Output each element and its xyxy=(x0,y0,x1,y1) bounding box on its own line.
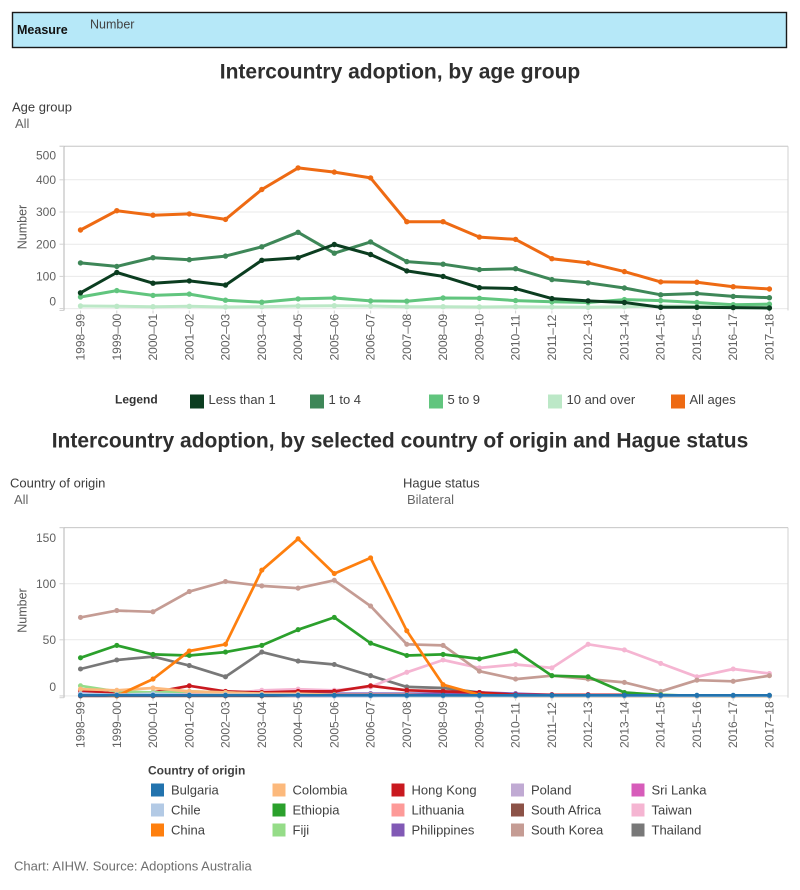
svg-text:1999–00: 1999–00 xyxy=(110,701,124,748)
svg-text:South Korea: South Korea xyxy=(531,823,604,838)
svg-text:2014–15: 2014–15 xyxy=(654,701,668,748)
svg-text:All ages: All ages xyxy=(690,392,737,407)
svg-text:China: China xyxy=(171,823,206,838)
svg-text:2000–01: 2000–01 xyxy=(146,313,160,360)
svg-text:10 and over: 10 and over xyxy=(567,392,636,407)
svg-text:2001–02: 2001–02 xyxy=(182,701,196,748)
svg-text:2012–13: 2012–13 xyxy=(581,701,595,748)
svg-text:2016–17: 2016–17 xyxy=(726,701,740,748)
svg-text:5 to 9: 5 to 9 xyxy=(448,392,481,407)
svg-text:1 to 4: 1 to 4 xyxy=(329,392,362,407)
svg-text:2002–03: 2002–03 xyxy=(219,701,233,748)
svg-text:100: 100 xyxy=(36,270,56,284)
svg-text:2001–02: 2001–02 xyxy=(182,313,196,360)
svg-text:2013–14: 2013–14 xyxy=(617,313,631,360)
svg-text:Fiji: Fiji xyxy=(293,823,310,838)
svg-text:1999–00: 1999–00 xyxy=(110,313,124,360)
svg-text:2011–12: 2011–12 xyxy=(545,702,559,748)
svg-text:2017–18: 2017–18 xyxy=(762,701,776,748)
svg-text:Bilateral: Bilateral xyxy=(407,492,454,507)
svg-text:2011–12: 2011–12 xyxy=(545,314,559,360)
svg-text:Ethiopia: Ethiopia xyxy=(293,803,341,818)
svg-text:2005–06: 2005–06 xyxy=(327,313,341,360)
svg-text:Taiwan: Taiwan xyxy=(652,803,692,818)
svg-text:2006–07: 2006–07 xyxy=(364,701,378,748)
svg-text:2004–05: 2004–05 xyxy=(291,701,305,748)
svg-text:Legend: Legend xyxy=(115,393,158,407)
svg-text:Country of origin: Country of origin xyxy=(10,476,105,491)
svg-text:0: 0 xyxy=(49,680,56,694)
svg-text:2009–10: 2009–10 xyxy=(472,313,486,360)
svg-text:Poland: Poland xyxy=(531,783,571,798)
svg-text:Chart: AIHW. Source: Adoptions: Chart: AIHW. Source: Adoptions Australia xyxy=(14,859,253,874)
svg-text:Number: Number xyxy=(90,18,134,32)
svg-text:Measure: Measure xyxy=(17,23,68,37)
svg-text:Thailand: Thailand xyxy=(652,823,702,838)
svg-text:Number: Number xyxy=(16,205,30,249)
svg-text:2010–11: 2010–11 xyxy=(509,702,523,748)
svg-text:1998–99: 1998–99 xyxy=(74,701,88,748)
svg-text:Country of origin: Country of origin xyxy=(148,764,245,778)
svg-text:Bulgaria: Bulgaria xyxy=(171,783,219,798)
svg-text:1998–99: 1998–99 xyxy=(74,313,88,360)
svg-text:500: 500 xyxy=(36,149,56,163)
svg-text:50: 50 xyxy=(43,633,57,647)
svg-text:2002–03: 2002–03 xyxy=(219,313,233,360)
svg-text:Hong Kong: Hong Kong xyxy=(412,783,477,798)
svg-text:Age group: Age group xyxy=(12,100,72,115)
svg-text:2007–08: 2007–08 xyxy=(400,313,414,360)
svg-text:Hague status: Hague status xyxy=(403,476,480,491)
svg-text:Number: Number xyxy=(16,588,30,632)
svg-text:2015–16: 2015–16 xyxy=(690,701,704,748)
svg-text:100: 100 xyxy=(36,577,56,591)
svg-text:300: 300 xyxy=(36,205,56,219)
svg-text:2009–10: 2009–10 xyxy=(472,701,486,748)
svg-text:Sri Lanka: Sri Lanka xyxy=(652,783,708,798)
svg-text:150: 150 xyxy=(36,531,56,545)
svg-text:All: All xyxy=(14,492,29,507)
svg-text:Lithuania: Lithuania xyxy=(412,803,466,818)
svg-text:Less than 1: Less than 1 xyxy=(209,392,276,407)
svg-text:2008–09: 2008–09 xyxy=(436,701,450,748)
svg-text:South Africa: South Africa xyxy=(531,803,602,818)
svg-text:2010–11: 2010–11 xyxy=(509,314,523,360)
svg-text:400: 400 xyxy=(36,173,56,187)
svg-text:All: All xyxy=(15,116,30,131)
svg-text:2017–18: 2017–18 xyxy=(762,313,776,360)
svg-text:2003–04: 2003–04 xyxy=(255,313,269,360)
svg-text:2008–09: 2008–09 xyxy=(436,313,450,360)
svg-text:200: 200 xyxy=(36,237,56,251)
svg-text:2014–15: 2014–15 xyxy=(654,313,668,360)
svg-text:2003–04: 2003–04 xyxy=(255,701,269,748)
svg-text:2006–07: 2006–07 xyxy=(364,313,378,360)
svg-text:Colombia: Colombia xyxy=(293,783,349,798)
svg-text:2013–14: 2013–14 xyxy=(617,701,631,748)
svg-text:2007–08: 2007–08 xyxy=(400,701,414,748)
svg-text:Intercountry adoption, by sele: Intercountry adoption, by selected count… xyxy=(52,430,749,453)
svg-text:Chile: Chile xyxy=(171,803,201,818)
svg-text:0: 0 xyxy=(49,295,56,309)
svg-text:2005–06: 2005–06 xyxy=(327,701,341,748)
svg-text:2004–05: 2004–05 xyxy=(291,313,305,360)
svg-text:2012–13: 2012–13 xyxy=(581,313,595,360)
svg-text:2016–17: 2016–17 xyxy=(726,313,740,360)
svg-text:2015–16: 2015–16 xyxy=(690,313,704,360)
svg-text:Philippines: Philippines xyxy=(412,823,475,838)
svg-text:2000–01: 2000–01 xyxy=(146,701,160,748)
svg-text:Intercountry adoption, by age: Intercountry adoption, by age group xyxy=(220,61,581,84)
